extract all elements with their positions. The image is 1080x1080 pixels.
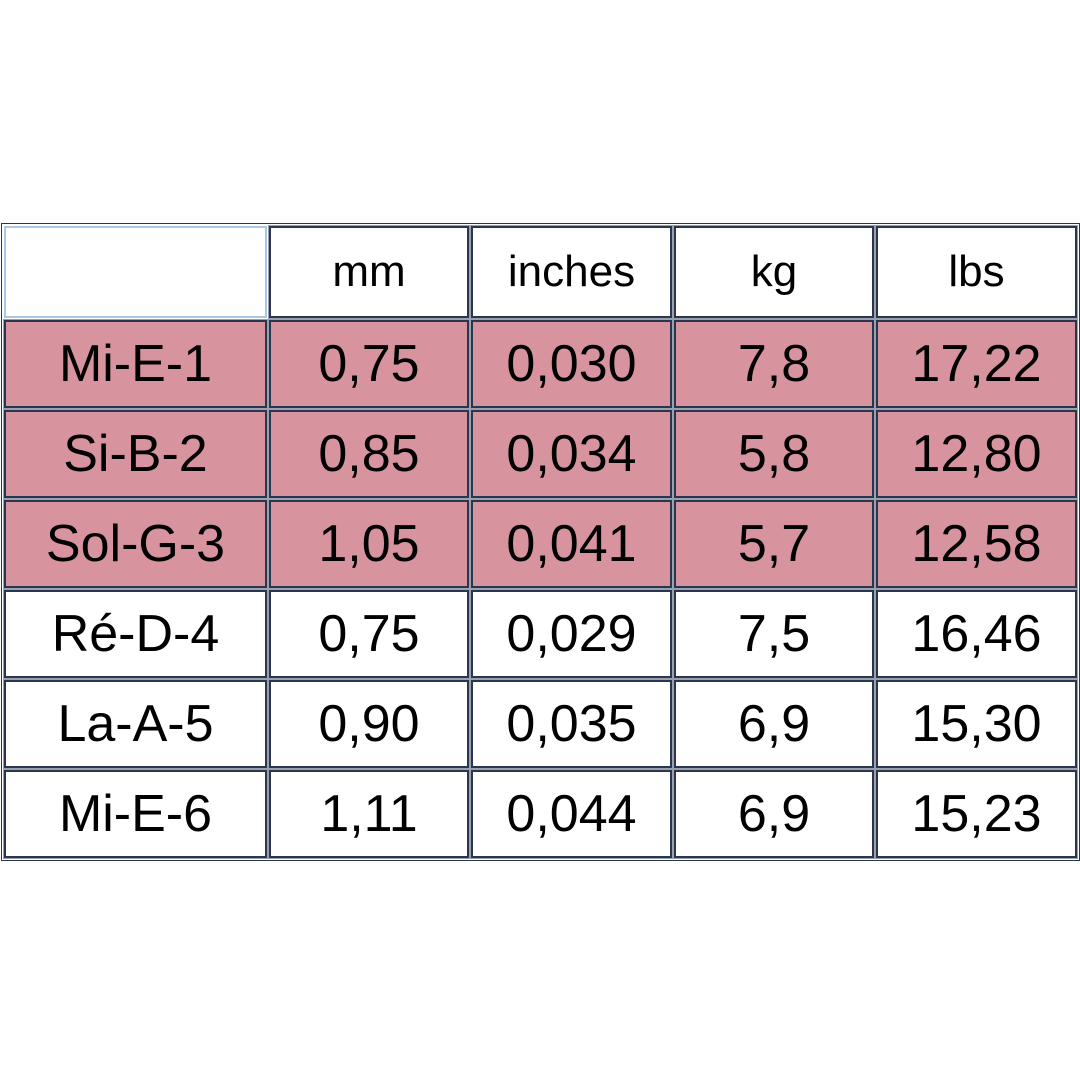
cell-name: Si-B-2	[3, 409, 268, 499]
cell-name: La-A-5	[3, 679, 268, 769]
cell-mm: 0,75	[268, 319, 470, 409]
header-row: mm inches kg lbs	[4, 225, 1078, 319]
cell-lbs: 15,30	[875, 679, 1078, 769]
cell-inches: 0,029	[470, 589, 673, 679]
cell-inches: 0,030	[470, 319, 673, 409]
cell-kg: 7,8	[673, 319, 875, 409]
cell-inches: 0,044	[470, 769, 673, 859]
table-row: Si-B-2 0,85 0,034 5,8 12,80	[3, 409, 1078, 499]
cell-kg: 6,9	[673, 679, 875, 769]
cell-lbs: 17,22	[875, 319, 1078, 409]
cell-mm: 0,75	[268, 589, 470, 679]
cell-inches: 0,035	[470, 679, 673, 769]
cell-name: Mi-E-1	[3, 319, 268, 409]
cell-lbs: 12,80	[875, 409, 1078, 499]
cell-name: Ré-D-4	[3, 589, 268, 679]
cell-kg: 5,8	[673, 409, 875, 499]
cell-inches: 0,034	[470, 409, 673, 499]
cell-kg: 7,5	[673, 589, 875, 679]
cell-kg: 5,7	[673, 499, 875, 589]
cell-kg: 6,9	[673, 769, 875, 859]
cell-lbs: 12,58	[875, 499, 1078, 589]
table-row: Ré-D-4 0,75 0,029 7,5 16,46	[3, 589, 1078, 679]
header-cell-inches: inches	[470, 225, 673, 319]
cell-lbs: 16,46	[875, 589, 1078, 679]
header-cell-kg: kg	[673, 225, 875, 319]
table-row: Mi-E-6 1,11 0,044 6,9 15,23	[3, 769, 1078, 859]
cell-mm: 0,90	[268, 679, 470, 769]
cell-inches: 0,041	[470, 499, 673, 589]
table-row: Mi-E-1 0,75 0,030 7,8 17,22	[3, 319, 1078, 409]
string-specs-table: mm inches kg lbs Mi-E-1 0,75 0,030 7,8 17,22…	[1, 223, 1080, 861]
header-cell-empty	[4, 226, 267, 318]
cell-name: Mi-E-6	[3, 769, 268, 859]
header-cell-mm: mm	[268, 225, 470, 319]
header-cell-lbs: lbs	[875, 225, 1078, 319]
cell-name: Sol-G-3	[3, 499, 268, 589]
table-row: La-A-5 0,90 0,035 6,9 15,30	[3, 679, 1078, 769]
cell-mm: 1,11	[268, 769, 470, 859]
cell-mm: 1,05	[268, 499, 470, 589]
table-row: Sol-G-3 1,05 0,041 5,7 12,58	[3, 499, 1078, 589]
cell-lbs: 15,23	[875, 769, 1078, 859]
cell-mm: 0,85	[268, 409, 470, 499]
